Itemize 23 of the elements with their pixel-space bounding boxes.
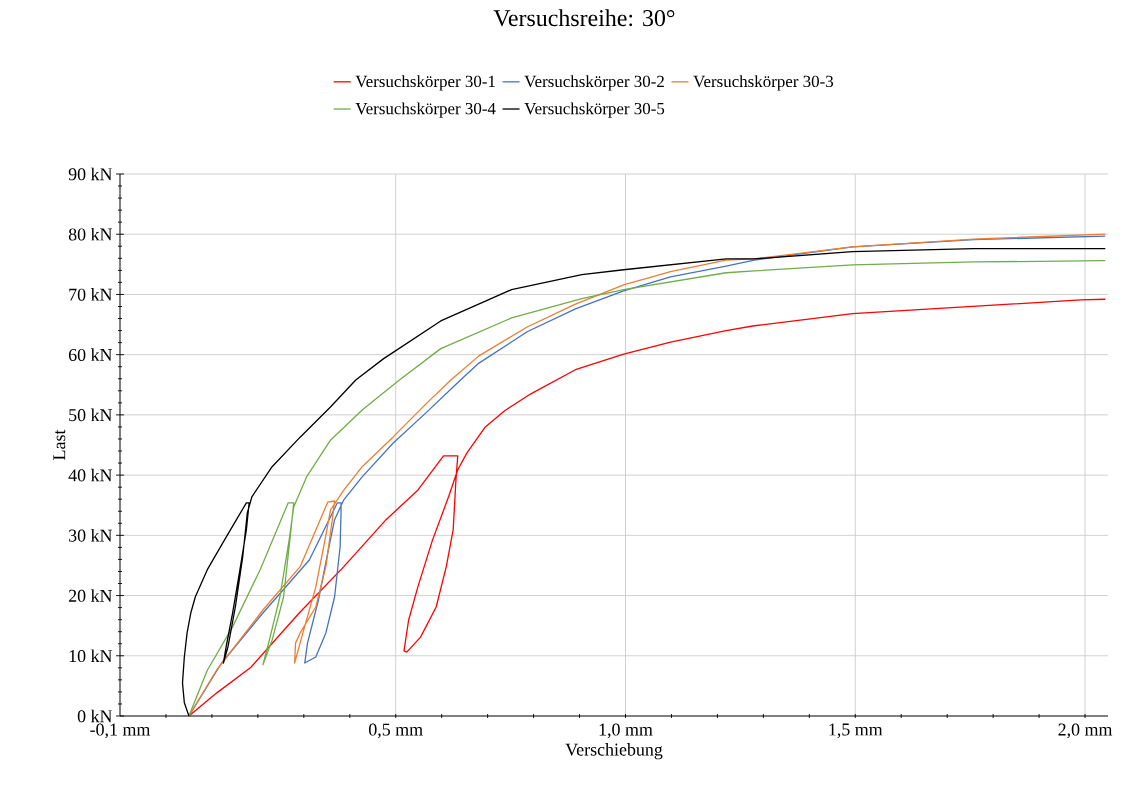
x-axis-title: Verschiebung	[565, 743, 663, 760]
x-tick-label: 1,5 mm	[829, 723, 883, 739]
y-tick-label: 10 kN	[69, 649, 113, 663]
y-tick-label: 90 kN	[68, 167, 113, 181]
y-tick-label: 80 kN	[68, 227, 113, 241]
y-tick-label: 60 kN	[68, 348, 113, 361]
legend-label: Versuchskörper 30-3	[693, 75, 834, 91]
chart-title: Versuchsreihe: 30°	[493, 9, 675, 27]
y-tick-label: 70 kN	[69, 288, 113, 301]
y-tick-label: 40 kN	[68, 468, 113, 482]
x-tick-label: -0,1 mm	[90, 723, 151, 739]
y-tick-label: 50 kN	[69, 408, 113, 422]
legend-label: Versuchskörper 30-1	[355, 75, 495, 91]
legend-label: Versuchskörper 30-5	[524, 102, 665, 118]
y-tick-label: 20 kN	[68, 589, 113, 602]
x-tick-label: 0,5 mm	[369, 723, 423, 739]
y-axis-title: Last	[53, 429, 66, 460]
legend-label: Versuchskörper 30-4	[355, 102, 496, 118]
y-tick-label: 0 kN	[77, 709, 113, 723]
legend-label: Versuchskörper 30-2	[524, 75, 664, 91]
x-tick-label: 2,0 mm	[1058, 723, 1113, 739]
y-tick-label: 30 kN	[69, 529, 113, 542]
x-tick-label: 1,0 mm	[599, 723, 653, 739]
